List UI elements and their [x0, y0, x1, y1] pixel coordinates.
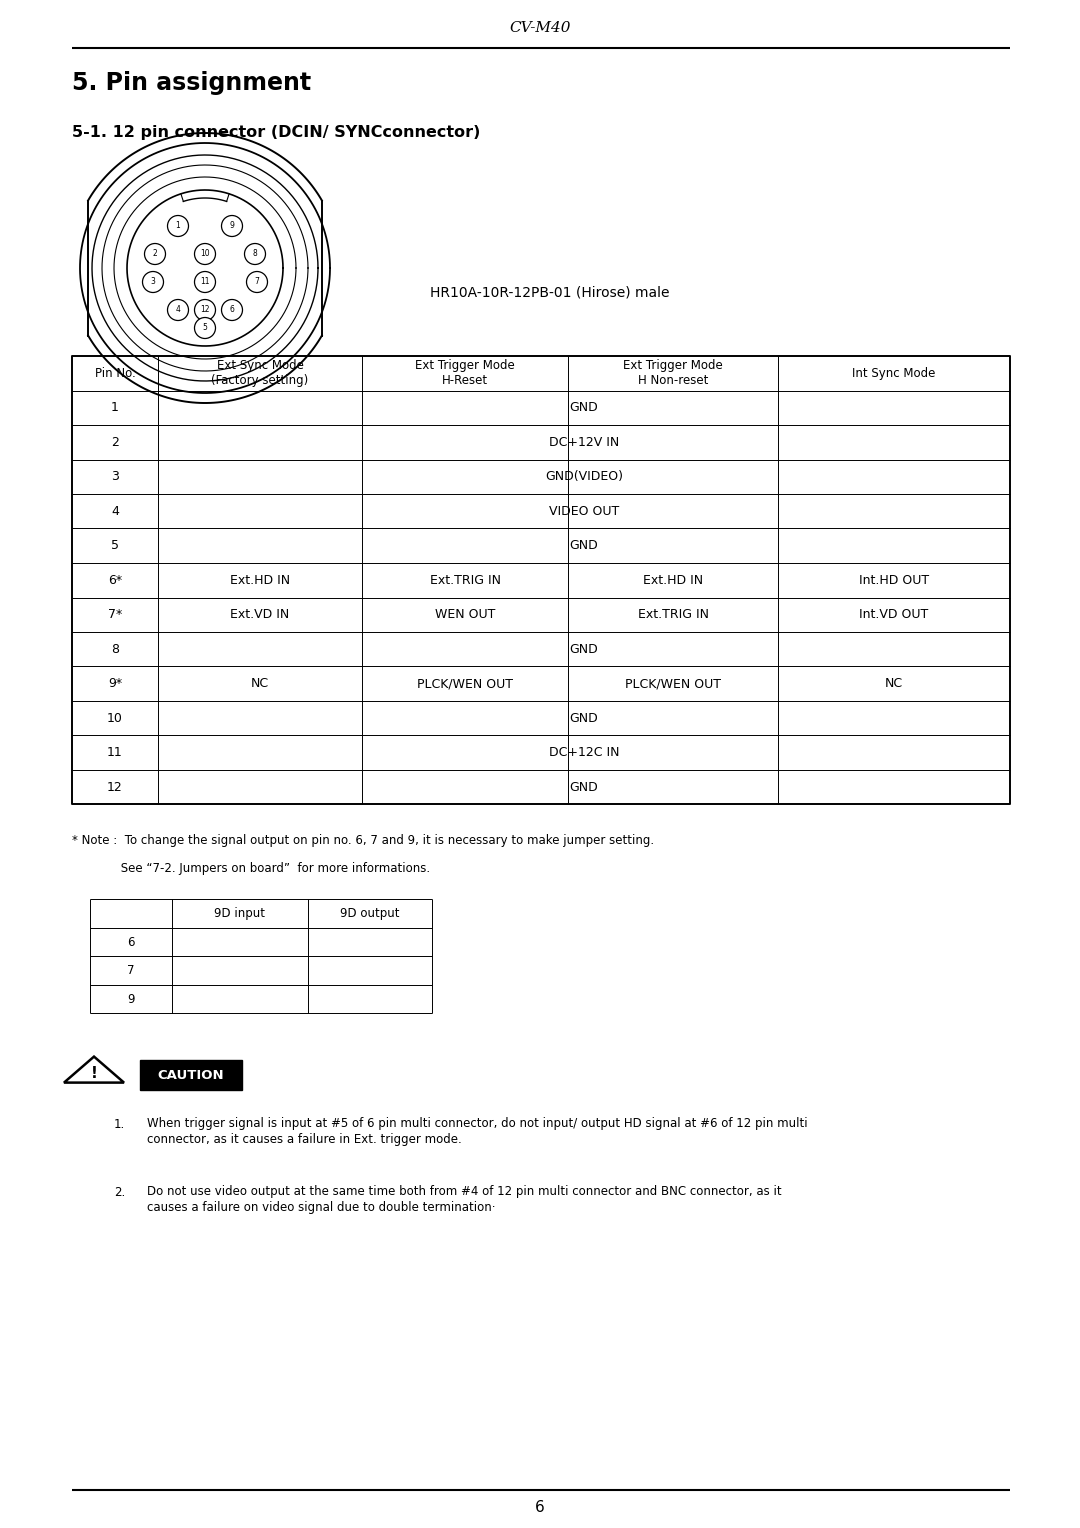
Text: 9: 9 [230, 222, 234, 231]
Text: GND: GND [569, 402, 598, 414]
Text: Ext.TRIG IN: Ext.TRIG IN [637, 608, 708, 622]
Text: 9*: 9* [108, 677, 122, 691]
Text: Ext Trigger Mode
H-Reset: Ext Trigger Mode H-Reset [415, 359, 515, 387]
Text: 7: 7 [255, 278, 259, 287]
Text: Ext Trigger Mode
H Non-reset: Ext Trigger Mode H Non-reset [623, 359, 723, 387]
Text: Int.VD OUT: Int.VD OUT [860, 608, 929, 622]
Text: 11: 11 [107, 746, 123, 759]
Circle shape [194, 272, 216, 292]
Text: 5. Pin assignment: 5. Pin assignment [72, 70, 311, 95]
Text: See “7-2. Jumpers on board”  for more informations.: See “7-2. Jumpers on board” for more inf… [72, 862, 430, 876]
Text: 11: 11 [200, 278, 210, 287]
Text: GND: GND [569, 712, 598, 724]
Text: 5-1. 12 pin connector (DCIN/ SYNCconnector): 5-1. 12 pin connector (DCIN/ SYNCconnect… [72, 125, 481, 141]
Text: * Note :  To change the signal output on pin no. 6, 7 and 9, it is necessary to : * Note : To change the signal output on … [72, 834, 654, 848]
Text: Pin No.: Pin No. [95, 367, 135, 380]
Text: GND: GND [569, 781, 598, 793]
Text: Ext.HD IN: Ext.HD IN [643, 573, 703, 587]
Text: 1.: 1. [114, 1117, 125, 1131]
Text: Int Sync Mode: Int Sync Mode [852, 367, 935, 380]
Text: WEN OUT: WEN OUT [435, 608, 496, 622]
Text: Ext.HD IN: Ext.HD IN [230, 573, 291, 587]
Circle shape [167, 215, 189, 237]
Text: 2: 2 [111, 435, 119, 449]
Text: When trigger signal is input at #5 of 6 pin multi connector, do not input/ outpu: When trigger signal is input at #5 of 6 … [147, 1117, 808, 1146]
Circle shape [246, 272, 268, 292]
Text: !: ! [91, 1067, 97, 1080]
Text: 1: 1 [111, 402, 119, 414]
Text: Ext.TRIG IN: Ext.TRIG IN [430, 573, 500, 587]
Text: 12: 12 [200, 306, 210, 315]
Circle shape [143, 272, 163, 292]
Text: GND: GND [569, 643, 598, 656]
Text: Int.HD OUT: Int.HD OUT [859, 573, 929, 587]
Text: 3: 3 [150, 278, 156, 287]
Text: 4: 4 [176, 306, 180, 315]
Text: 12: 12 [107, 781, 123, 793]
Text: 7*: 7* [108, 608, 122, 622]
Text: 9D output: 9D output [340, 908, 400, 920]
Text: 2: 2 [152, 249, 158, 258]
Circle shape [194, 299, 216, 321]
Text: 6: 6 [535, 1500, 545, 1516]
Text: 6*: 6* [108, 573, 122, 587]
Text: DC+12V IN: DC+12V IN [549, 435, 619, 449]
Text: 10: 10 [107, 712, 123, 724]
Text: CAUTION: CAUTION [158, 1070, 225, 1082]
Text: GND: GND [569, 539, 598, 552]
Text: 6: 6 [127, 935, 135, 949]
Text: Ext.VD IN: Ext.VD IN [230, 608, 289, 622]
Circle shape [167, 299, 189, 321]
Circle shape [221, 299, 243, 321]
Circle shape [194, 318, 216, 339]
Circle shape [145, 243, 165, 264]
Text: 5: 5 [203, 324, 207, 333]
Bar [72, 356, 1010, 805]
Text: Do not use video output at the same time both from #4 of 12 pin multi connector : Do not use video output at the same time… [147, 1186, 782, 1213]
Text: NC: NC [885, 677, 903, 691]
Text: PLCK/WEN OUT: PLCK/WEN OUT [417, 677, 513, 691]
Text: DC+12C IN: DC+12C IN [549, 746, 619, 759]
Text: VIDEO OUT: VIDEO OUT [549, 504, 619, 518]
Text: GND(VIDEO): GND(VIDEO) [545, 471, 623, 483]
Text: PLCK/WEN OUT: PLCK/WEN OUT [625, 677, 721, 691]
Text: 10: 10 [200, 249, 210, 258]
Circle shape [194, 243, 216, 264]
Text: 7: 7 [127, 964, 135, 978]
Text: 5: 5 [111, 539, 119, 552]
Text: 3: 3 [111, 471, 119, 483]
Circle shape [244, 243, 266, 264]
Text: Ext Sync Mode
(Factory setting): Ext Sync Mode (Factory setting) [212, 359, 309, 387]
Circle shape [221, 215, 243, 237]
Text: 1: 1 [176, 222, 180, 231]
Text: 8: 8 [111, 643, 119, 656]
Text: 9D input: 9D input [215, 908, 266, 920]
Text: 6: 6 [230, 306, 234, 315]
Polygon shape [64, 1056, 124, 1083]
Text: NC: NC [251, 677, 269, 691]
Text: 9: 9 [127, 993, 135, 1005]
Text: 8: 8 [253, 249, 257, 258]
Bar [140, 1060, 242, 1091]
Text: 4: 4 [111, 504, 119, 518]
Text: HR10A-10R-12PB-01 (Hirose) male: HR10A-10R-12PB-01 (Hirose) male [430, 286, 670, 299]
Text: 2.: 2. [114, 1186, 125, 1198]
Text: CV-M40: CV-M40 [510, 21, 570, 35]
